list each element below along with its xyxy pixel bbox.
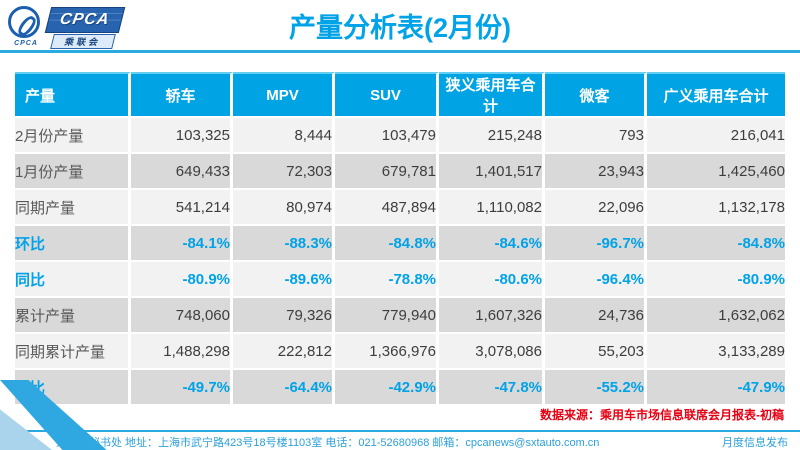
cell-value: 1,366,976: [335, 332, 439, 368]
cell-value: 649,433: [131, 152, 233, 188]
cell-value: 80,974: [233, 188, 335, 224]
cell-value: 779,940: [335, 296, 439, 332]
header-cell-minibus: 微客: [545, 72, 647, 116]
cell-value: 8,444: [233, 116, 335, 152]
cell-value: 1,132,178: [647, 188, 785, 224]
cell-value: -96.4%: [545, 260, 647, 296]
cell-value: -84.8%: [647, 224, 785, 260]
row-label: 同期产量: [15, 188, 131, 224]
cell-value: 793: [545, 116, 647, 152]
footer-contact-info: 乘联会秘书处 地址：上海市武宁路423号18号楼1103室 电话：021-526…: [56, 437, 600, 449]
cpca-emblem-icon: [8, 6, 40, 39]
table-row-jan-production: 1月份产量 649,433 72,303 679,781 1,401,517 2…: [15, 152, 785, 188]
cell-value: 1,488,298: [131, 332, 233, 368]
cell-value: 222,812: [233, 332, 335, 368]
cell-value: 72,303: [233, 152, 335, 188]
row-label: 累计产量: [15, 296, 131, 332]
cell-value: -84.8%: [335, 224, 439, 260]
cell-value: 679,781: [335, 152, 439, 188]
header-cell-suv: SUV: [335, 72, 439, 116]
header-cell-mpv: MPV: [233, 72, 335, 116]
table-row-same-period-cumulative: 同期累计产量 1,488,298 222,812 1,366,976 3,078…: [15, 332, 785, 368]
cell-value: 55,203: [545, 332, 647, 368]
cell-value: 216,041: [647, 116, 785, 152]
page-title: 产量分析表(2月份): [289, 13, 511, 43]
cell-value: 24,736: [545, 296, 647, 332]
cell-value: 23,943: [545, 152, 647, 188]
cell-value: -96.7%: [545, 224, 647, 260]
table-row-mom-change: 环比 -84.1% -88.3% -84.8% -84.6% -96.7% -8…: [15, 224, 785, 260]
header-cell-sedan: 轿车: [131, 72, 233, 116]
cell-value: 1,632,062: [647, 296, 785, 332]
top-bar: CPCA CPCA 乘联会 产量分析表(2月份): [0, 0, 800, 50]
cell-value: -49.7%: [131, 368, 233, 404]
title-divider: [0, 50, 800, 53]
table-header-row: 产量 轿车 MPV SUV 狭义乘用车合计 微客 广义乘用车合计: [15, 72, 785, 116]
cell-value: -47.8%: [439, 368, 545, 404]
cell-value: -47.9%: [647, 368, 785, 404]
table-row-cumulative-production: 累计产量 748,060 79,326 779,940 1,607,326 24…: [15, 296, 785, 332]
row-label: 同期累计产量: [15, 332, 131, 368]
cell-value: 541,214: [131, 188, 233, 224]
production-table: 产量 轿车 MPV SUV 狭义乘用车合计 微客 广义乘用车合计 2月份产量 1…: [15, 72, 785, 404]
header-cell-narrow-pv-total: 狭义乘用车合计: [439, 72, 545, 116]
cell-value: -80.9%: [131, 260, 233, 296]
cell-value: -84.1%: [131, 224, 233, 260]
cell-value: 22,096: [545, 188, 647, 224]
table-row-yoy-change: 同比 -80.9% -89.6% -78.8% -80.6% -96.4% -8…: [15, 260, 785, 296]
cell-value: 1,110,082: [439, 188, 545, 224]
cell-value: -55.2%: [545, 368, 647, 404]
row-label: 同比: [15, 368, 131, 404]
cell-value: -88.3%: [233, 224, 335, 260]
cell-value: 3,133,289: [647, 332, 785, 368]
header-cell-label: 产量: [15, 72, 131, 116]
table-row-same-period-production: 同期产量 541,214 80,974 487,894 1,110,082 22…: [15, 188, 785, 224]
cell-value: -64.4%: [233, 368, 335, 404]
cell-value: -84.6%: [439, 224, 545, 260]
cell-value: 103,325: [131, 116, 233, 152]
cell-value: 487,894: [335, 188, 439, 224]
row-label: 环比: [15, 224, 131, 260]
cell-value: 1,607,326: [439, 296, 545, 332]
footer-release-label: 月度信息发布: [722, 437, 788, 449]
cell-value: 103,479: [335, 116, 439, 152]
table-row-feb-production: 2月份产量 103,325 8,444 103,479 215,248 793 …: [15, 116, 785, 152]
cell-value: -80.6%: [439, 260, 545, 296]
header-cell-broad-pv-total: 广义乘用车合计: [647, 72, 785, 116]
cell-value: 79,326: [233, 296, 335, 332]
row-label: 1月份产量: [15, 152, 131, 188]
cell-value: 215,248: [439, 116, 545, 152]
table-row-cumulative-yoy-change: 同比 -49.7% -64.4% -42.9% -47.8% -55.2% -4…: [15, 368, 785, 404]
cell-value: -89.6%: [233, 260, 335, 296]
cell-value: 3,078,086: [439, 332, 545, 368]
cell-value: -42.9%: [335, 368, 439, 404]
cpca-logo: CPCA CPCA 乘联会: [6, 4, 126, 49]
cell-value: 1,425,460: [647, 152, 785, 188]
footer-divider: [0, 430, 800, 432]
cell-value: 748,060: [131, 296, 233, 332]
data-source-note: 数据来源：乘用车市场信息联席会月报表-初稿: [540, 408, 784, 422]
row-label: 同比: [15, 260, 131, 296]
cell-value: 1,401,517: [439, 152, 545, 188]
row-label: 2月份产量: [15, 116, 131, 152]
logo-small-caption: CPCA: [14, 40, 38, 47]
cell-value: -78.8%: [335, 260, 439, 296]
cell-value: -80.9%: [647, 260, 785, 296]
